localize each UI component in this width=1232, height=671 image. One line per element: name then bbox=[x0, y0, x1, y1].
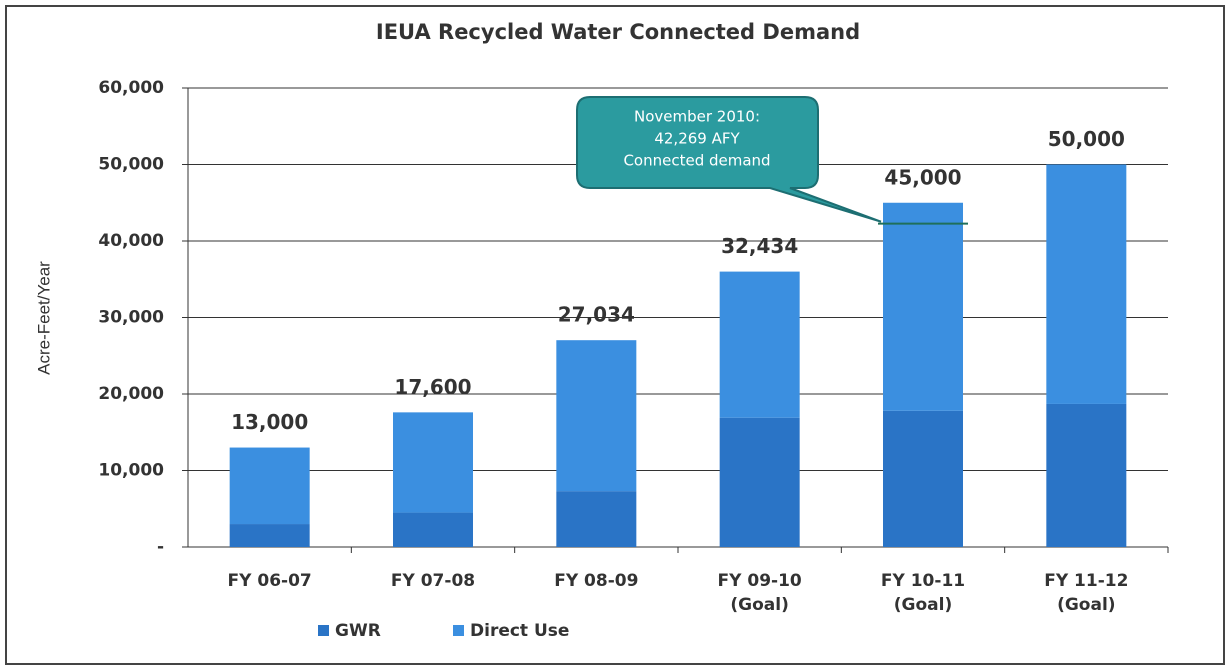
bar-segment bbox=[1046, 164, 1127, 404]
y-axis-label: Acre-Feet/Year bbox=[34, 261, 53, 375]
annotation-callout bbox=[576, 96, 882, 223]
legend-label: GWR bbox=[335, 621, 381, 641]
x-tick-label: FY 07-08 bbox=[390, 571, 476, 591]
total-label: 27,034 bbox=[558, 303, 635, 327]
bar-segment bbox=[229, 524, 310, 547]
annotation-text: November 2010: bbox=[634, 108, 760, 126]
y-tick-label: 50,000 bbox=[98, 155, 164, 175]
bar-segment bbox=[719, 271, 800, 418]
bar-segment bbox=[556, 340, 637, 492]
total-label: 32,434 bbox=[721, 234, 798, 258]
bar-segment bbox=[883, 410, 963, 547]
y-tick-label: 40,000 bbox=[98, 231, 164, 251]
x-tick-label: FY 10-11 (Goal) bbox=[880, 571, 966, 615]
total-label: 17,600 bbox=[394, 375, 471, 399]
y-tick-label: 20,000 bbox=[98, 384, 164, 404]
total-label: 13,000 bbox=[231, 410, 308, 434]
legend-swatch bbox=[453, 625, 464, 636]
y-tick-label: 60,000 bbox=[98, 78, 164, 98]
x-tick-label: FY 09-10 (Goal) bbox=[717, 571, 802, 615]
x-tick-label: FY 08-09 bbox=[554, 571, 639, 591]
chart-title: IEUA Recycled Water Connected Demand bbox=[376, 20, 860, 44]
bar-segment bbox=[883, 202, 963, 411]
bar-segment bbox=[393, 512, 473, 547]
annotation-text: 42,269 AFY bbox=[654, 130, 740, 148]
total-label: 50,000 bbox=[1048, 127, 1125, 151]
x-tick-label: FY 11-12 (Goal) bbox=[1044, 571, 1129, 615]
bar-segment bbox=[393, 412, 473, 513]
y-tick-label: 10,000 bbox=[98, 461, 164, 481]
legend-label: Direct Use bbox=[470, 621, 569, 641]
bar-segment bbox=[229, 447, 310, 525]
y-tick-label: 30,000 bbox=[98, 308, 164, 328]
bar-segment bbox=[556, 491, 637, 547]
bar-segment bbox=[1046, 403, 1127, 547]
annotation-text: Connected demand bbox=[623, 152, 770, 170]
bar-segment bbox=[719, 417, 800, 547]
x-tick-label: FY 06-07 bbox=[227, 571, 312, 591]
total-label: 45,000 bbox=[884, 165, 961, 189]
y-tick-label: - bbox=[157, 537, 164, 557]
legend-swatch bbox=[318, 625, 329, 636]
